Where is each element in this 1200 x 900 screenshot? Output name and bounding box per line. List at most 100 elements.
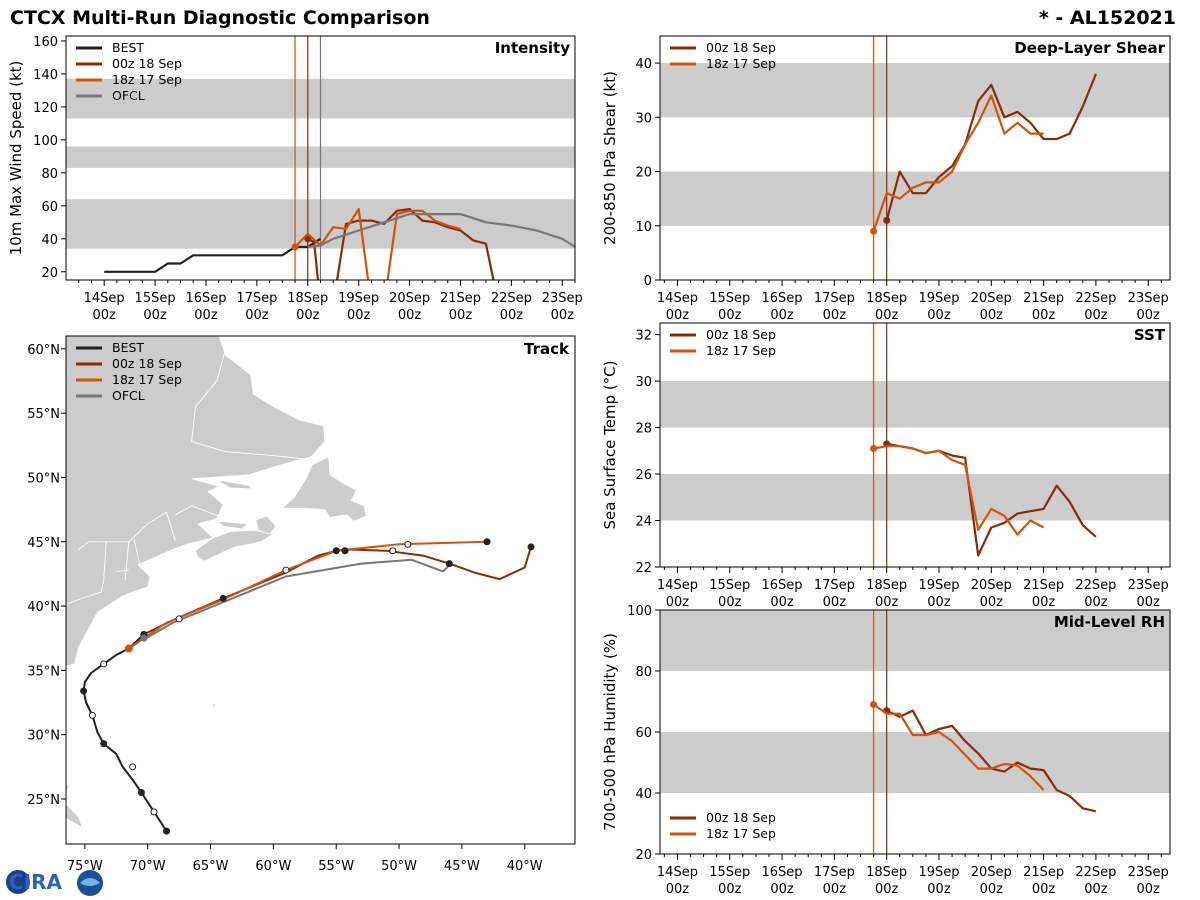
y-tick-label: 22 (635, 561, 652, 576)
track-marker-filled (100, 740, 108, 748)
x-tick-label: 00z (980, 308, 1004, 323)
series-line (872, 703, 1045, 791)
x-tick-label: 70°W (130, 859, 166, 874)
series-group (870, 73, 1097, 235)
panel-title: Track (524, 340, 570, 358)
track-marker-filled (445, 560, 453, 568)
x-tick-label: 18Sep (866, 578, 907, 593)
x-tick-label: 00z (875, 308, 899, 323)
threshold-band (660, 732, 1170, 793)
x-tick-label: 20Sep (971, 291, 1012, 306)
threshold-band (660, 63, 1170, 118)
series-group (870, 701, 1097, 813)
x-tick-label: 19Sep (918, 578, 959, 593)
track-marker-filled (137, 789, 145, 797)
panel-intensity: 20 40 60 80 100 120 140 160 14Sep 00z 15Sep 00z 16Se… (7, 35, 583, 323)
x-tick-label: 18Sep (866, 291, 907, 306)
panel-title: SST (1134, 326, 1166, 344)
init-marker (870, 701, 878, 709)
x-tick-label: 16Sep (762, 578, 803, 593)
x-tick-label: 00z (449, 308, 473, 323)
legend-label: 00z 18 Sep (112, 356, 182, 371)
series-line (872, 94, 1044, 232)
track-marker-open (175, 615, 183, 623)
x-tick-label: 00z (347, 308, 371, 323)
x-tick-label: 00z (823, 308, 847, 323)
y-tick-label: 30°N (27, 729, 60, 744)
x-tick-label: 19Sep (918, 865, 959, 880)
y-tick-label: 20 (635, 166, 652, 181)
x-tick-label: 00z (245, 308, 269, 323)
x-tick-label: 00z (980, 595, 1004, 610)
x-tick-label: 00z (1032, 595, 1056, 610)
series-line (873, 445, 1045, 536)
x-tick-label: 20Sep (971, 865, 1012, 880)
series-line (104, 237, 322, 273)
x-tick-label: 16Sep (762, 865, 803, 880)
track-marker-filled (527, 543, 535, 551)
panel-shear: 0 10 20 30 40 14Sep 00z 15Sep 00z 16Sep 00z 17Sep 00… (601, 35, 1171, 323)
y-tick-label: 35°N (27, 664, 60, 679)
x-tick-label: 00z (92, 308, 116, 323)
x-tick-label: 21Sep (440, 291, 481, 306)
series-group (870, 440, 1097, 557)
track-line (82, 633, 168, 832)
track-marker-open (404, 540, 412, 548)
legend-label: OFCL (112, 388, 145, 403)
init-marker (291, 243, 299, 251)
y-tick-label: 25°N (27, 793, 60, 808)
x-tick-label: 18Sep (866, 865, 907, 880)
y-tick-label: 20 (635, 848, 652, 863)
x-tick-label: 23Sep (1128, 865, 1169, 880)
legend-label: BEST (112, 40, 144, 55)
x-tick-label: 00z (143, 308, 167, 323)
x-tick-label: 75°W (67, 859, 103, 874)
x-tick-label: 40°W (507, 859, 543, 874)
x-tick-label: 00z (718, 308, 742, 323)
track-marker-filled (483, 538, 491, 546)
x-tick-label: 00z (770, 595, 794, 610)
land-pei (217, 520, 250, 530)
y-tick-label: 160 (33, 35, 58, 50)
y-tick-label: 80 (41, 167, 58, 182)
y-tick-label: 45°N (27, 536, 60, 551)
series-line (307, 208, 495, 280)
land-anticosti (216, 479, 255, 490)
y-tick-label: 140 (33, 68, 58, 83)
x-tick-label: 18Sep (287, 291, 328, 306)
border-states (124, 541, 130, 581)
y-tick-label: 30 (635, 375, 652, 390)
y-tick-label: 40 (41, 233, 58, 248)
y-tick-label: 0 (644, 274, 652, 289)
series-line (307, 213, 575, 249)
land-bermuda (212, 703, 217, 707)
x-tick-label: 00z (296, 308, 320, 323)
x-tick-label: 00z (666, 595, 690, 610)
land-bahamas (66, 782, 84, 829)
x-tick-label: 17Sep (814, 291, 855, 306)
threshold-band (660, 474, 1170, 521)
main-title: CTCX Multi-Run Diagnostic Comparison (10, 7, 430, 29)
x-tick-label: 19Sep (338, 291, 379, 306)
border-states (133, 539, 141, 567)
track-marker-open (150, 808, 158, 816)
axes-frame (65, 335, 576, 845)
x-tick-label: 19Sep (918, 291, 959, 306)
track-marker-open (129, 763, 137, 771)
y-tick-label: 20 (41, 266, 58, 281)
x-tick-label: 00z (1084, 308, 1108, 323)
x-tick-label: 00z (1137, 308, 1161, 323)
init-marker (870, 444, 878, 452)
x-tick-label: 15Sep (709, 578, 750, 593)
land-group (66, 336, 367, 829)
y-tick-label: 24 (635, 515, 652, 530)
x-tick-label: 22Sep (491, 291, 532, 306)
y-tick-label: 26 (635, 468, 652, 483)
land-cape-breton (255, 515, 277, 535)
x-tick-label: 17Sep (814, 578, 855, 593)
x-tick-label: 00z (1084, 595, 1108, 610)
x-tick-label: 15Sep (709, 865, 750, 880)
x-tick-label: 15Sep (135, 291, 176, 306)
x-tick-label: 17Sep (814, 865, 855, 880)
x-tick-label: 00z (194, 308, 218, 323)
